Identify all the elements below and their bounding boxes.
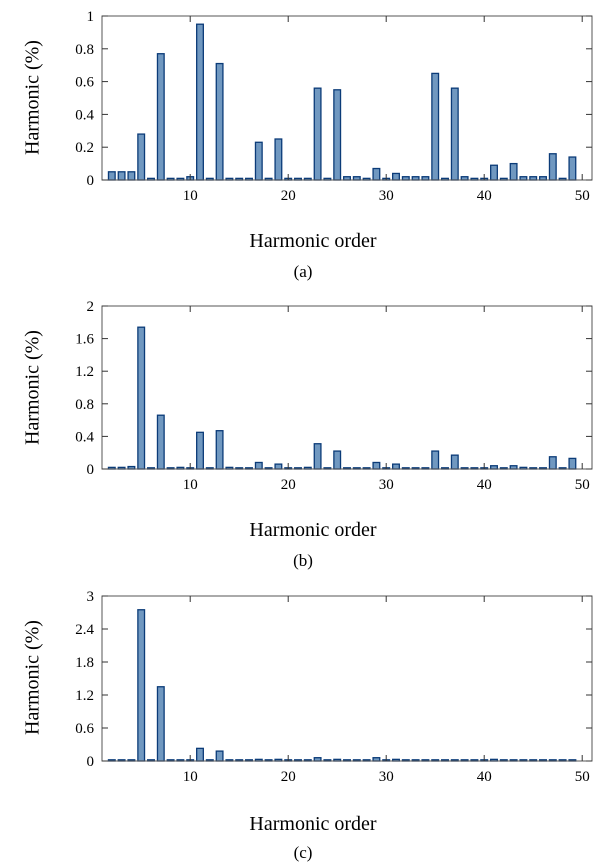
chart-c-xtick-label-20: 20 <box>281 769 296 785</box>
chart-a-xtick-label-10: 10 <box>183 188 198 204</box>
chart-c-ytick-label-1: 0.6 <box>75 721 94 737</box>
chart-c-xlabel: Harmonic order <box>249 813 377 835</box>
chart-c-ytick-label-3: 1.8 <box>75 655 94 671</box>
chart-c-frame <box>101 595 593 762</box>
chart-b-xtick-label-10: 10 <box>183 477 198 493</box>
chart-b-xtick-label-20: 20 <box>281 477 296 493</box>
chart-b-ytick-label-4: 1.6 <box>75 332 94 348</box>
chart-b-ytick-label-0: 0 <box>87 462 95 478</box>
chart-a-caption: (a) <box>293 262 313 281</box>
chart-b-frame <box>101 305 593 470</box>
chart-c-xtick-label-10: 10 <box>183 769 198 785</box>
chart-a-ytick-label-2: 0.4 <box>75 107 94 123</box>
chart-b-xtick-label-40: 40 <box>477 477 492 493</box>
chart-c-bar-5 <box>137 609 146 762</box>
chart-b-caption: (b) <box>293 551 313 570</box>
chart-a-xtick-label-50: 50 <box>575 188 590 204</box>
chart-a-xlabel: Harmonic order <box>249 230 377 252</box>
chart-a-ytick-label-0: 0 <box>87 173 95 189</box>
chart-c-ytick-label-5: 3 <box>87 589 95 605</box>
chart-c-bar-7 <box>156 686 165 762</box>
chart-b-xtick-label-30: 30 <box>379 477 394 493</box>
chart-b-ytick-label-3: 1.2 <box>75 364 94 380</box>
chart-c-ytick-label-4: 2.4 <box>75 622 94 638</box>
chart-a-xtick-label-40: 40 <box>477 188 492 204</box>
chart-c-bar-11 <box>196 747 204 762</box>
chart-a-xtick-label-30: 30 <box>379 188 394 204</box>
chart-b-ytick-label-2: 0.8 <box>75 397 94 413</box>
chart-a-plot: 10 20 30 40 50 0 0.2 0.4 0.6 0.8 1 <box>75 9 593 204</box>
panel-b: 10 20 30 40 50 0 0.4 0.8 1.2 1.6 2 Harmonic (%) Ha… <box>22 299 593 570</box>
chart-a-frame <box>101 15 593 181</box>
chart-c-ytick-label-0: 0 <box>87 754 95 770</box>
chart-b-xlabel: Harmonic order <box>249 519 377 541</box>
chart-c-ytick-label-2: 1.2 <box>75 688 94 704</box>
chart-b-xtick-label-50: 50 <box>575 477 590 493</box>
chart-a-ytick-label-1: 0.2 <box>75 140 94 156</box>
chart-b-plot: 10 20 30 40 50 0 0.4 0.8 1.2 1.6 2 <box>75 299 593 493</box>
chart-c-xtick-label-40: 40 <box>477 769 492 785</box>
chart-b-ytick-label-1: 0.4 <box>75 429 94 445</box>
chart-b-ytick-label-5: 2 <box>87 299 95 315</box>
panel-a: 10 20 30 40 50 0 0.2 0.4 0.6 0.8 1 Harmonic (%) Ha… <box>0 0 594 290</box>
chart-c-xtick-label-50: 50 <box>575 769 590 785</box>
chart-c-caption: (c) <box>293 843 313 862</box>
chart-a-ytick-label-3: 0.6 <box>75 75 94 91</box>
chart-c-bar-13 <box>215 750 224 762</box>
chart-a-ytick-label-5: 1 <box>87 9 95 25</box>
chart-c-xtick-label-30: 30 <box>379 769 394 785</box>
chart-a-xtick-label-20: 20 <box>281 188 296 204</box>
chart-a-ytick-label-4: 0.8 <box>75 42 94 58</box>
chart-c-ylabel: Harmonic (%) <box>21 620 44 735</box>
